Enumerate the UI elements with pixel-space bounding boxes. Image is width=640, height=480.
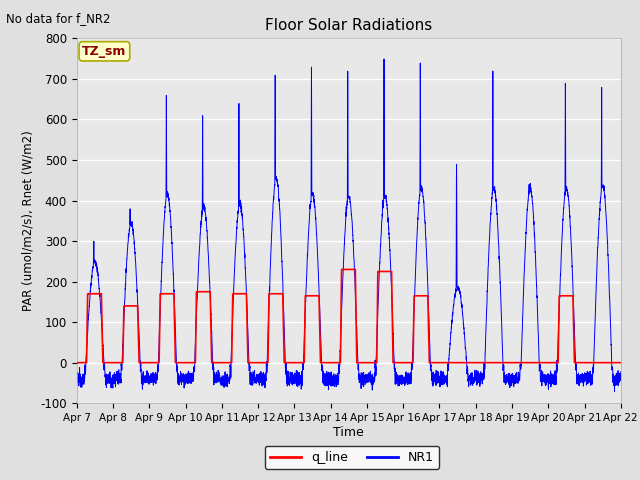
Line: NR1: NR1 <box>77 59 621 392</box>
q_line <box>617 360 625 366</box>
NR1 <box>617 369 625 374</box>
NR1 <box>328 374 336 380</box>
NR1 <box>611 389 618 395</box>
Text: TZ_sm: TZ_sm <box>82 45 127 58</box>
Text: No data for f_NR2: No data for f_NR2 <box>6 12 111 25</box>
NR1 <box>616 372 624 377</box>
q_line <box>73 360 81 366</box>
Line: q_line: q_line <box>77 269 621 363</box>
NR1 <box>471 372 479 378</box>
q_line <box>471 360 479 366</box>
q_line <box>338 266 346 272</box>
Legend: q_line, NR1: q_line, NR1 <box>265 446 439 469</box>
Title: Floor Solar Radiations: Floor Solar Radiations <box>265 18 433 33</box>
Y-axis label: PAR (umol/m2/s), Rnet (W/m2): PAR (umol/m2/s), Rnet (W/m2) <box>22 131 35 311</box>
NR1 <box>441 380 449 386</box>
q_line <box>616 360 624 366</box>
NR1 <box>502 382 509 388</box>
NR1 <box>171 304 179 310</box>
NR1 <box>73 377 81 383</box>
q_line <box>441 360 449 366</box>
NR1 <box>380 56 388 62</box>
q_line <box>502 360 509 366</box>
q_line <box>171 320 179 326</box>
q_line <box>328 360 336 366</box>
X-axis label: Time: Time <box>333 426 364 439</box>
